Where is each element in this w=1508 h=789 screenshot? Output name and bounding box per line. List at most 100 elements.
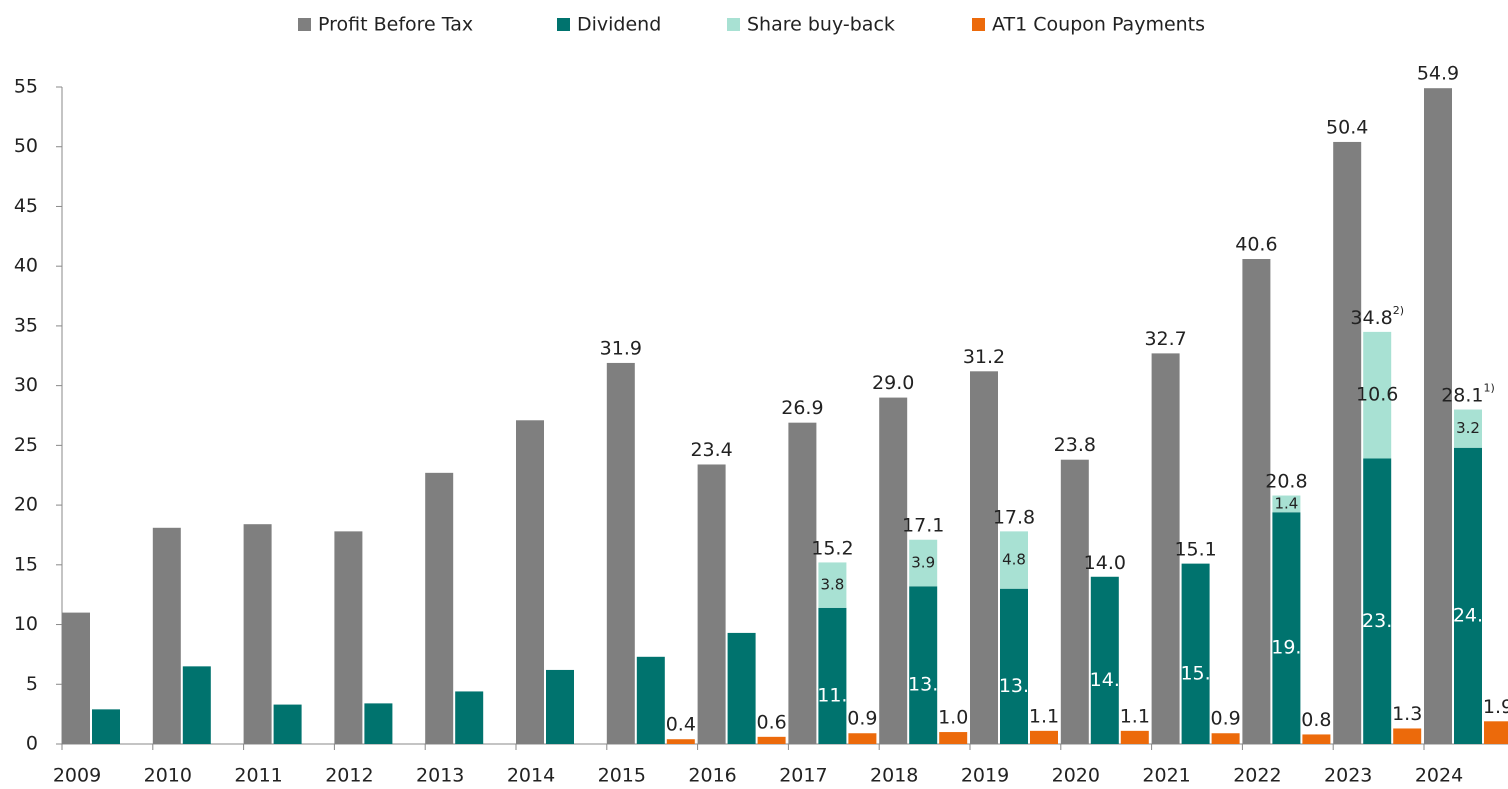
- bar: [1090, 576, 1119, 744]
- bar: [848, 733, 877, 744]
- value-label: 23.9: [1362, 610, 1404, 632]
- x-tick-label: 2023: [1324, 765, 1372, 787]
- total-label-value: 20.8: [1265, 470, 1307, 492]
- bar: [1120, 730, 1149, 744]
- y-tick-label: 55: [14, 76, 38, 98]
- x-tick-label: 2020: [1052, 765, 1100, 787]
- value-label: 40.6: [1235, 234, 1277, 256]
- bar: [1272, 512, 1301, 744]
- legend-label: Share buy-back: [747, 14, 895, 36]
- x-tick-label: 2014: [507, 765, 555, 787]
- x-tick-label: 2011: [234, 765, 282, 787]
- value-label: 3.9: [911, 554, 935, 572]
- total-label: 28.11): [1441, 382, 1495, 407]
- bar: [636, 656, 665, 744]
- value-label: 0.6: [756, 711, 786, 733]
- bar: [909, 586, 938, 744]
- y-tick-label: 30: [14, 374, 38, 396]
- value-label: 14.0: [1090, 669, 1132, 691]
- value-label: 0.8: [1301, 709, 1331, 731]
- value-label: 1.1: [1120, 705, 1150, 727]
- total-label-value: 15.2: [811, 537, 853, 559]
- y-tick-label: 50: [14, 135, 38, 157]
- bar: [1000, 531, 1028, 589]
- value-label: 1.0: [938, 707, 968, 729]
- bar: [1151, 353, 1180, 744]
- y-tick-label: 0: [26, 733, 38, 755]
- bar: [818, 562, 847, 608]
- bar: [697, 464, 726, 744]
- value-label: 1.1: [1029, 705, 1059, 727]
- total-label-value: 34.8: [1350, 306, 1392, 328]
- y-tick-label: 45: [14, 195, 38, 217]
- bar: [364, 703, 393, 744]
- y-tick-label: 40: [14, 255, 38, 277]
- value-label: 10.6: [1356, 384, 1398, 406]
- total-label-value: 17.8: [993, 506, 1035, 528]
- bar: [182, 666, 211, 744]
- bar: [92, 709, 120, 744]
- y-tick-label: 25: [14, 434, 38, 456]
- value-label: 13.2: [908, 674, 950, 696]
- x-tick-label: 2017: [779, 765, 827, 787]
- x-tick-label: 2012: [325, 765, 373, 787]
- value-label: 26.9: [781, 397, 823, 419]
- bar: [1424, 88, 1452, 745]
- value-label: 23.8: [1054, 434, 1096, 456]
- total-label: 14.0: [1084, 551, 1126, 573]
- bar: [879, 397, 908, 744]
- legend-swatch: [557, 18, 570, 31]
- footnote: 1): [1484, 382, 1495, 395]
- x-tick-label: 2018: [870, 765, 918, 787]
- x-tick-label: 2021: [1142, 765, 1190, 787]
- bar: [425, 472, 454, 744]
- legend-label: Dividend: [577, 14, 661, 36]
- value-label: 13.0: [999, 675, 1041, 697]
- bar: [152, 527, 181, 744]
- value-label: 54.9: [1417, 63, 1459, 85]
- value-label: 24.8: [1453, 604, 1495, 626]
- x-tick-label: 2016: [688, 765, 736, 787]
- x-tick-label: 2022: [1233, 765, 1281, 787]
- x-tick-label: 2009: [53, 765, 101, 787]
- y-tick-label: 5: [26, 673, 38, 695]
- value-label: 1.4: [1274, 494, 1298, 512]
- bar: [788, 422, 817, 744]
- bar: [1454, 447, 1482, 744]
- bar: [1393, 728, 1422, 744]
- x-tick-label: 2024: [1415, 765, 1463, 787]
- x-tick-label: 2015: [598, 765, 646, 787]
- y-tick-label: 35: [14, 314, 38, 336]
- y-tick-label: 10: [14, 613, 38, 635]
- bar: [1272, 495, 1301, 513]
- bar: [516, 420, 544, 744]
- bar: [666, 739, 695, 744]
- value-label: 0.4: [666, 714, 696, 736]
- bar: [1030, 730, 1058, 744]
- bar: [1333, 141, 1362, 744]
- value-label: 4.8: [1002, 551, 1026, 569]
- bar: [1454, 409, 1482, 448]
- value-label: 0.9: [847, 708, 877, 730]
- x-tick-label: 2013: [416, 765, 464, 787]
- bar: [818, 607, 847, 744]
- value-label: 19.4: [1271, 637, 1313, 659]
- value-label: 15.1: [1180, 662, 1222, 684]
- value-label: 1.9: [1483, 696, 1508, 718]
- x-tick-label: 2019: [961, 765, 1009, 787]
- total-label: 17.1: [902, 514, 944, 536]
- y-tick-label: 20: [14, 494, 38, 516]
- value-label: 31.9: [600, 337, 642, 359]
- bar: [1060, 459, 1089, 744]
- legend-swatch: [972, 18, 985, 31]
- bar: [273, 704, 302, 744]
- bar: [727, 632, 756, 744]
- value-label: 31.2: [963, 346, 1005, 368]
- legend-swatch: [727, 18, 740, 31]
- legend-label: Profit Before Tax: [318, 14, 473, 36]
- bar: [1242, 259, 1271, 744]
- bar: [455, 691, 484, 744]
- total-label-value: 15.1: [1174, 538, 1216, 560]
- bar: [1211, 733, 1240, 744]
